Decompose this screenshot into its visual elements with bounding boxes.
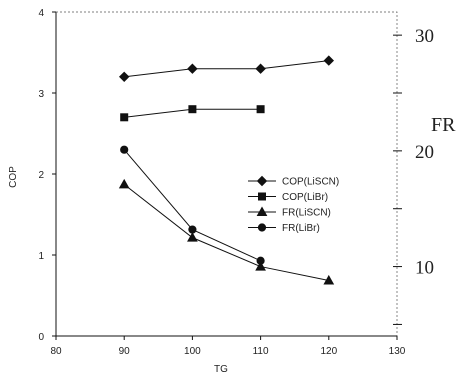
series-line — [123, 149, 261, 262]
series-line — [124, 60, 329, 78]
legend-entry: COP(LiBr) — [248, 192, 328, 203]
legend-label: FR(LiBr) — [282, 223, 320, 234]
y2-tick-label: 30 — [415, 26, 434, 47]
plot-frame-group — [55, 11, 398, 337]
series-cop-libr- — [120, 105, 265, 122]
y2-axis-label: FR — [431, 114, 456, 136]
ticks-group: 80 90 100 110 120 130 0 1 2 3 4 10 20 30 — [38, 8, 434, 357]
legend-entry: FR(LiBr) — [248, 223, 320, 234]
y2-tick-label: 10 — [415, 258, 434, 279]
x-tick-label: 100 — [184, 346, 201, 357]
series-group — [118, 55, 335, 285]
data-point — [256, 256, 265, 265]
y-tick-label: 4 — [38, 8, 44, 19]
legend-marker — [256, 206, 268, 216]
data-point — [188, 105, 197, 114]
y2-tick-label: 20 — [415, 142, 434, 163]
data-point — [255, 261, 266, 271]
plot-left-bottom-axes — [55, 12, 397, 337]
y-tick-label: 2 — [38, 170, 44, 181]
legend-entry: FR(LiSCN) — [248, 206, 331, 219]
legend-entry: COP(LiSCN) — [248, 175, 339, 188]
y-axis-label: COP — [8, 166, 19, 188]
data-point — [323, 274, 335, 285]
legend-label: FR(LiSCN) — [282, 208, 331, 219]
data-point — [120, 113, 129, 122]
data-point — [120, 145, 129, 154]
x-tick-label: 120 — [320, 346, 337, 357]
legend: COP(LiSCN) COP(LiBr) FR(LiSCN) FR(LiBr) — [248, 175, 339, 234]
plot-top-right-border — [56, 11, 398, 336]
legend-marker — [257, 223, 267, 232]
x-axis-label: TG — [214, 364, 228, 375]
data-point — [187, 232, 198, 242]
series-cop-liscn- — [118, 55, 335, 83]
y-tick-label: 3 — [38, 89, 44, 100]
data-point — [188, 225, 197, 234]
x-tick-label: 80 — [50, 346, 62, 357]
series-line — [123, 184, 329, 281]
data-point — [255, 63, 266, 74]
y-tick-label: 0 — [38, 332, 44, 343]
data-point — [256, 105, 265, 114]
x-tick-label: 110 — [253, 346, 269, 357]
y-tick-label: 1 — [38, 251, 44, 262]
legend-marker — [258, 192, 266, 201]
x-tick-label: 90 — [119, 346, 131, 357]
x-tick-label: 130 — [389, 346, 406, 357]
data-point — [323, 55, 335, 66]
legend-marker — [256, 175, 268, 187]
data-point — [118, 71, 130, 83]
series-fr-liscn- — [118, 178, 335, 285]
legend-label: COP(LiSCN) — [282, 177, 339, 188]
legend-label: COP(LiBr) — [282, 192, 328, 203]
data-point — [187, 63, 198, 74]
data-point — [118, 178, 130, 189]
series-fr-libr- — [120, 145, 265, 265]
